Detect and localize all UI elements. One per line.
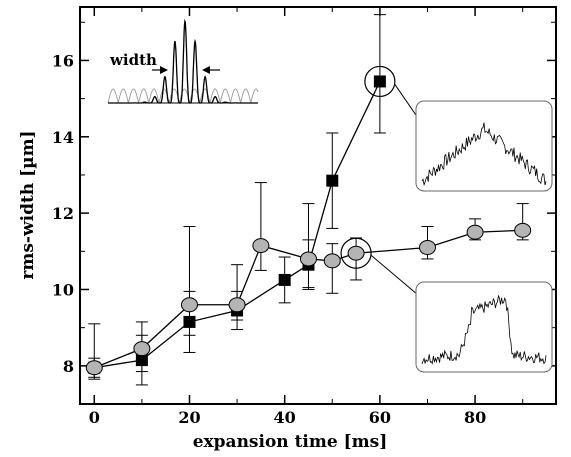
data-point-square (278, 273, 291, 286)
leader-line-bottom (370, 254, 419, 296)
y-tick-label: 8 (63, 357, 74, 376)
y-tick-label: 10 (52, 280, 74, 299)
data-point-circle (514, 222, 532, 238)
data-point-circle (180, 297, 198, 313)
series-layer (85, 14, 532, 386)
series-circles (85, 182, 532, 380)
x-tick-label: 40 (274, 408, 296, 427)
width-arrow-right-head (202, 66, 210, 74)
lattice-pattern (107, 88, 259, 105)
x-tick-label: 60 (369, 408, 391, 427)
highlight-ring-bottom (340, 237, 372, 269)
inset-profile-bottom (415, 281, 553, 373)
y-axis: 8 10 12 14 16 (52, 21, 556, 376)
data-point-circle (299, 251, 317, 267)
inset-profile-top-trace (421, 122, 547, 187)
data-point-square (373, 75, 386, 88)
y-tick-label: 12 (52, 204, 74, 223)
x-tick-label: 0 (89, 408, 100, 427)
data-point-circle (347, 245, 365, 261)
plot-area (79, 6, 557, 405)
plot-frame (79, 6, 557, 405)
inset-profile-top (415, 100, 553, 192)
highlight-ring-top (364, 65, 396, 98)
y-tick-label: 16 (52, 51, 74, 70)
data-point-circle (252, 238, 270, 254)
data-point-circle (85, 360, 103, 376)
x-tick-label: 20 (178, 408, 200, 427)
data-point-circle (418, 239, 436, 255)
width-arrow-left-head (160, 66, 168, 74)
x-tick-label: 80 (464, 408, 486, 427)
series-line (94, 81, 381, 369)
data-point-circle (133, 341, 151, 357)
width-inset: width (107, 18, 259, 105)
data-point-circle (323, 253, 341, 269)
series-squares (88, 14, 386, 386)
inset-profile-bottom-trace (421, 295, 547, 365)
x-axis-label: expansion time [ms] (193, 432, 388, 452)
data-point-circle (228, 297, 246, 313)
data-point-square (326, 174, 339, 187)
data-point-circle (466, 224, 484, 240)
y-axis-label: rms-width [µm] (18, 130, 38, 279)
callouts (340, 65, 553, 373)
y-tick-label: 14 (52, 128, 74, 147)
width-label: width (109, 51, 157, 69)
x-axis: 0 20 40 60 80 (89, 7, 524, 427)
leader-line-top (394, 84, 419, 119)
